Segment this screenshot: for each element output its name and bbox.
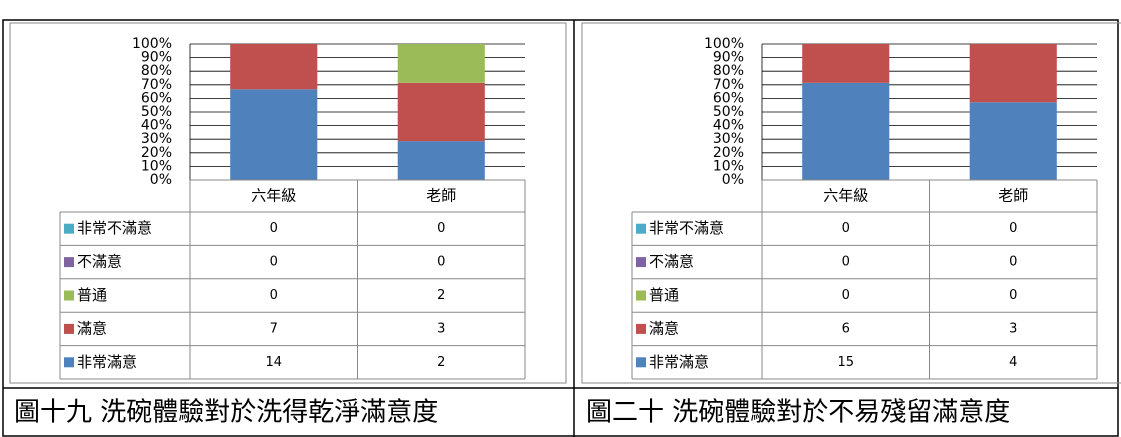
bar-segment <box>397 44 485 83</box>
category-label: 六年級 <box>823 187 868 205</box>
figure-caption: 圖十九 洗碗體驗對於洗得乾淨滿意度 <box>14 398 438 428</box>
table-value: 6 <box>842 321 850 336</box>
chart-frame <box>581 22 1121 384</box>
bar-segment <box>230 44 318 90</box>
legend-label: 滿意 <box>649 319 679 337</box>
category-label: 老師 <box>426 187 456 205</box>
y-tick-label: 50% <box>141 104 172 120</box>
table-value: 0 <box>270 221 278 236</box>
y-tick-label: 0% <box>722 172 744 188</box>
bar-segment <box>397 82 485 142</box>
legend-label: 不滿意 <box>77 253 122 271</box>
y-tick-label: 50% <box>713 104 744 120</box>
legend-label: 普通 <box>649 286 679 304</box>
y-tick-label: 30% <box>141 131 172 147</box>
legend-label: 不滿意 <box>649 253 694 271</box>
y-tick-label: 40% <box>141 118 172 134</box>
y-tick-label: 20% <box>141 145 172 161</box>
table-value: 2 <box>437 355 445 370</box>
legend-label: 非常滿意 <box>77 353 137 371</box>
y-tick-label: 60% <box>713 90 744 106</box>
table-value: 14 <box>265 355 282 370</box>
legend-label: 普通 <box>77 286 107 304</box>
y-tick-label: 100% <box>704 36 744 52</box>
legend-swatch <box>636 223 646 234</box>
category-label: 六年級 <box>251 187 296 205</box>
table-value: 0 <box>1009 255 1017 270</box>
table-value: 4 <box>1009 355 1017 370</box>
legend-swatch <box>636 357 646 368</box>
legend-swatch <box>64 257 74 268</box>
table-value: 7 <box>270 321 278 336</box>
table-value: 0 <box>842 288 850 303</box>
y-tick-label: 90% <box>141 50 172 66</box>
legend-swatch <box>64 290 74 301</box>
y-tick-label: 100% <box>132 36 172 52</box>
y-tick-label: 0% <box>150 172 172 188</box>
y-tick-label: 80% <box>713 63 744 79</box>
legend-swatch <box>64 323 74 334</box>
legend-label: 非常不滿意 <box>649 219 724 237</box>
figure-caption: 圖二十 洗碗體驗對於不易殘留滿意度 <box>586 398 1010 428</box>
table-value: 0 <box>437 255 445 270</box>
outer-frame <box>2 19 1119 437</box>
chart-frame <box>9 22 567 384</box>
table-value: 15 <box>837 355 854 370</box>
y-tick-label: 40% <box>713 118 744 134</box>
legend-label: 非常滿意 <box>649 353 709 371</box>
bar-segment <box>802 82 890 180</box>
y-tick-label: 70% <box>141 77 172 93</box>
y-tick-label: 10% <box>141 158 172 174</box>
table-value: 0 <box>1009 221 1017 236</box>
table-value: 0 <box>270 288 278 303</box>
legend-label: 非常不滿意 <box>77 219 152 237</box>
y-tick-label: 70% <box>713 77 744 93</box>
category-label: 老師 <box>998 187 1028 205</box>
legend-swatch <box>636 323 646 334</box>
table-value: 2 <box>437 288 445 303</box>
y-tick-label: 30% <box>713 131 744 147</box>
bar-segment <box>802 44 890 83</box>
bar-segment <box>969 44 1057 103</box>
legend-swatch <box>636 290 646 301</box>
table-value: 3 <box>437 321 445 336</box>
legend-swatch <box>636 257 646 268</box>
table-value: 0 <box>437 221 445 236</box>
bar-segment <box>969 102 1057 180</box>
legend-swatch <box>64 223 74 234</box>
y-tick-label: 60% <box>141 90 172 106</box>
bar-segment <box>397 141 485 180</box>
y-tick-label: 90% <box>713 50 744 66</box>
y-tick-label: 20% <box>713 145 744 161</box>
legend-swatch <box>64 357 74 368</box>
table-value: 0 <box>270 255 278 270</box>
y-tick-label: 80% <box>141 63 172 79</box>
table-value: 0 <box>1009 288 1017 303</box>
legend-label: 滿意 <box>77 319 107 337</box>
table-value: 0 <box>842 255 850 270</box>
bar-segment <box>230 89 318 180</box>
table-value: 0 <box>842 221 850 236</box>
table-value: 3 <box>1009 321 1017 336</box>
y-tick-label: 10% <box>713 158 744 174</box>
